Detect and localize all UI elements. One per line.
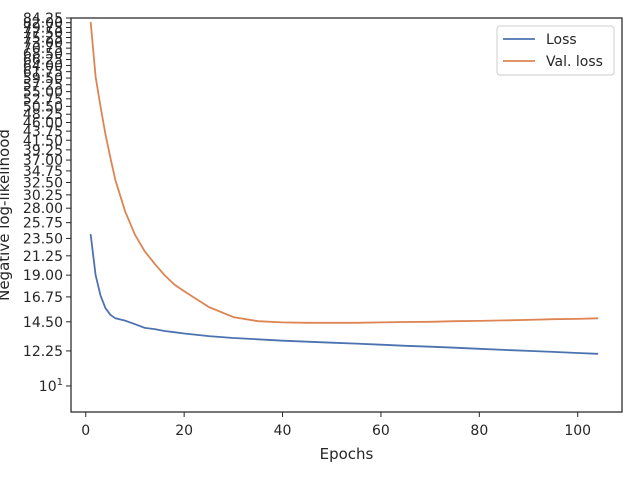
series-line-loss: [89, 233, 599, 355]
y-tick-label: 12.25: [23, 344, 63, 360]
plot-frame: [70, 17, 623, 413]
x-tick-label: 40: [274, 423, 292, 439]
x-axis: 0 20 40 60 80 100: [81, 412, 591, 439]
y-tick-label: 21.25: [23, 249, 63, 265]
legend-label-loss: Loss: [546, 32, 577, 48]
y-tick-label: 41.50: [23, 133, 63, 149]
y-tick-label: 28.00: [23, 201, 63, 217]
legend-label-val-loss: Val. loss: [546, 54, 603, 70]
series-line-val-loss: [89, 21, 599, 324]
y-tick-label-power: 101: [39, 377, 63, 395]
y-tick-label: 23.50: [23, 231, 63, 247]
y-tick-label: 46.00: [23, 115, 63, 131]
y-axis: 84.2582.0079.7577.5075.2573.0070.7568.50…: [23, 11, 71, 395]
series-layer: [89, 21, 599, 355]
y-tick-label: 48.25: [23, 107, 63, 123]
y-tick-label: 43.75: [23, 124, 63, 140]
x-axis-label: Epochs: [320, 445, 374, 463]
y-tick-label: 84.25: [23, 11, 63, 27]
y-tick-label: 61.75: [23, 65, 63, 81]
y-tick-label: 77.50: [23, 25, 63, 41]
y-tick-label: 70.75: [23, 41, 63, 57]
y-tick-label: 32.50: [23, 175, 63, 191]
y-tick-label: 79.75: [23, 20, 63, 36]
y-tick-label: 68.50: [23, 47, 63, 63]
x-tick-label: 0: [81, 423, 90, 439]
y-tick-label: 59.50: [23, 71, 63, 87]
x-tick-label: 60: [372, 423, 390, 439]
y-tick-label: 52.75: [23, 92, 63, 108]
x-tick-label: 100: [564, 423, 591, 439]
y-tick-label: 50.50: [23, 99, 63, 115]
y-tick-label: 55.00: [23, 85, 63, 101]
y-tick-label: 19.00: [23, 268, 63, 284]
y-tick-label: 16.75: [23, 290, 63, 306]
y-tick-label: 39.25: [23, 143, 63, 159]
y-tick-label: 64.00: [23, 58, 63, 74]
legend: Loss Val. loss: [496, 25, 615, 76]
y-tick-label: 30.25: [23, 188, 63, 204]
y-tick-label: 73.00: [23, 36, 63, 52]
y-tick-label: 57.25: [23, 78, 63, 94]
y-tick-label: 75.25: [23, 31, 63, 47]
y-axis-label: Negative log-likelihood: [0, 129, 13, 301]
y-tick-label: 25.75: [23, 216, 63, 232]
y-tick-label: 82.00: [23, 16, 63, 32]
y-tick-label: 66.25: [23, 52, 63, 68]
x-tick-label: 20: [175, 423, 193, 439]
x-tick-label: 80: [470, 423, 488, 439]
y-tick-label: 34.75: [23, 164, 63, 180]
y-tick-label: 14.50: [23, 315, 63, 331]
y-tick-label: 37.00: [23, 153, 63, 169]
